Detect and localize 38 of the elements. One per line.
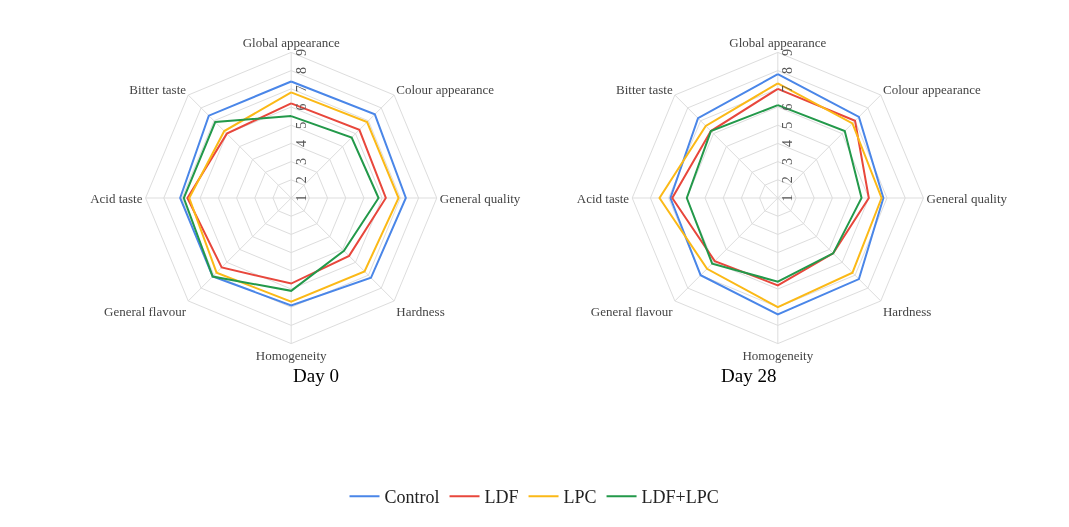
y-tick-label: 1 <box>293 194 309 202</box>
spoke-label: Global appearance <box>729 34 827 50</box>
y-tick-label: 4 <box>293 139 309 147</box>
legend-label: LPC <box>563 487 597 508</box>
spoke-label: Bitter taste <box>615 82 673 98</box>
spoke-label: Colour appearance <box>396 82 495 98</box>
legend-label: LDF <box>484 487 519 508</box>
spoke-label: Homogeneity <box>742 347 814 363</box>
legend-label: LDF+LPC <box>641 487 719 508</box>
spoke-label: Homogeneity <box>255 347 328 363</box>
spoke-label: General quality <box>926 190 1008 206</box>
spoke-label: General flavour <box>590 303 674 319</box>
y-tick-label: 2 <box>293 176 309 184</box>
spoke-label: General quality <box>439 190 521 206</box>
y-tick-label: 5 <box>293 121 309 129</box>
spoke-label: Acid taste <box>90 190 143 206</box>
text: Day 0 <box>293 365 339 386</box>
y-tick-label: 1 <box>780 194 796 202</box>
text: Day 28 <box>721 365 777 386</box>
y-tick-label: 2 <box>780 176 796 184</box>
y-tick-label: 5 <box>780 121 796 129</box>
spoke-label: Global appearance <box>242 34 340 50</box>
y-tick-label: 3 <box>780 158 796 166</box>
spoke-label: Hardness <box>882 303 932 319</box>
y-tick-label: 6 <box>293 103 309 111</box>
y-tick-label: 4 <box>780 139 796 147</box>
spoke-label: Hardness <box>396 303 445 319</box>
spoke-label: Bitter taste <box>129 82 187 98</box>
spoke-label: General flavour <box>104 303 187 319</box>
spoke-label: Acid taste <box>576 190 630 206</box>
legend-label: Control <box>384 487 440 508</box>
y-tick-label: 7 <box>780 85 796 93</box>
spoke-label: Colour appearance <box>882 82 982 98</box>
y-tick-label: 8 <box>293 67 309 75</box>
y-tick-label: 7 <box>293 85 309 93</box>
y-tick-label: 6 <box>780 103 796 111</box>
y-tick-label: 8 <box>780 67 796 75</box>
y-tick-label: 3 <box>293 158 309 166</box>
